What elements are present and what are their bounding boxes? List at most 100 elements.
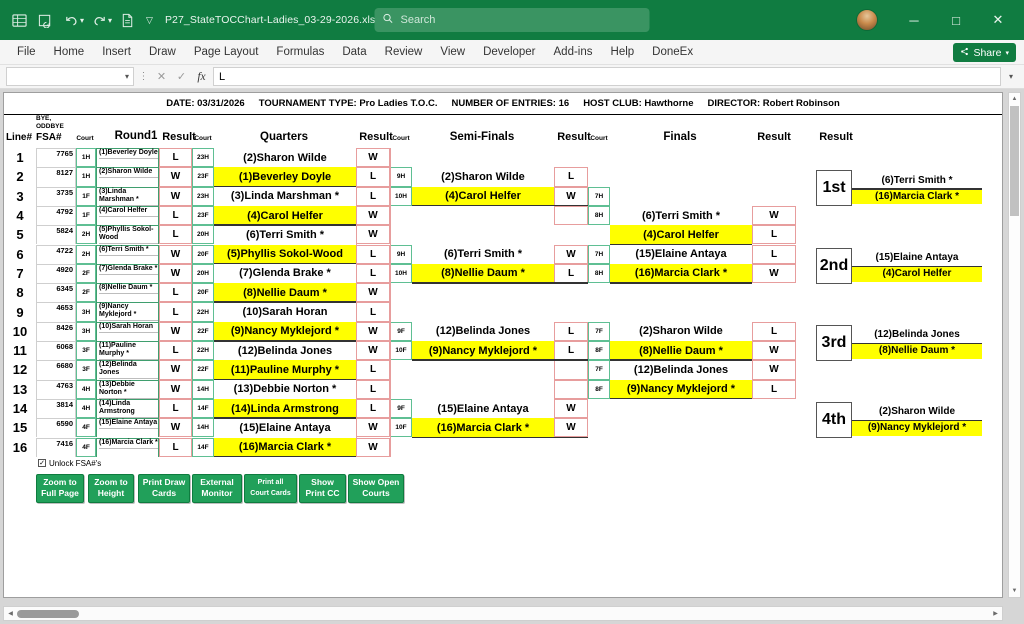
- search-box[interactable]: [374, 8, 650, 32]
- quarters-player[interactable]: (13)Debbie Norton *: [233, 383, 337, 396]
- placement-player-top[interactable]: (12)Belinda Jones: [874, 329, 960, 341]
- round1-player[interactable]: (9)Nancy Myklejord *: [96, 302, 159, 322]
- round1-court[interactable]: 3H: [76, 302, 96, 322]
- quarters-result[interactable]: W: [356, 321, 390, 341]
- round1-next-court[interactable]: 23H: [192, 148, 214, 168]
- semifinal-result-empty[interactable]: [554, 360, 588, 380]
- fsa-number[interactable]: 6068: [36, 341, 76, 361]
- vertical-scroll-thumb[interactable]: [1010, 106, 1019, 216]
- fsa-number[interactable]: 3814: [36, 398, 76, 419]
- round1-player[interactable]: (3)Linda Marshman *: [96, 186, 159, 206]
- quarters-player[interactable]: (8)Nellie Daum *: [214, 283, 356, 303]
- round1-result[interactable]: W: [159, 379, 192, 399]
- redo-icon[interactable]: [86, 7, 112, 33]
- round1-next-court[interactable]: 14F: [192, 398, 214, 419]
- tab-insert[interactable]: Insert: [102, 45, 131, 58]
- round1-player[interactable]: (2)Sharon Wilde: [96, 167, 159, 187]
- round1-result[interactable]: L: [159, 148, 192, 168]
- semifinal-player[interactable]: (4)Carol Helfer: [412, 186, 554, 206]
- round1-court[interactable]: 1F: [76, 186, 96, 206]
- final-player[interactable]: (12)Belinda Jones: [633, 363, 729, 376]
- round1-player[interactable]: (4)Carol Helfer: [96, 205, 159, 226]
- action-button[interactable]: Print all Court Cards: [244, 473, 297, 503]
- round1-next-court[interactable]: 23F: [192, 167, 214, 187]
- tab-doneex[interactable]: DoneEx: [652, 45, 694, 58]
- placement-player-bottom[interactable]: (16)Marcia Clark *: [852, 188, 982, 205]
- round1-player[interactable]: (11)Pauline Murphy *: [96, 341, 159, 361]
- quarters-result[interactable]: L: [356, 186, 390, 206]
- quarters-next-court[interactable]: 9F: [390, 321, 412, 341]
- tab-review[interactable]: Review: [384, 45, 423, 58]
- formula-bar-options-icon[interactable]: ⋮: [138, 71, 149, 82]
- round1-court[interactable]: 3H: [76, 321, 96, 341]
- tab-draw[interactable]: Draw: [148, 45, 176, 58]
- final-result[interactable]: L: [752, 321, 796, 341]
- fsa-number[interactable]: 4722: [36, 244, 76, 264]
- quarters-result[interactable]: L: [356, 302, 390, 322]
- quarters-next-court[interactable]: 10F: [390, 418, 412, 438]
- confirm-edit-icon[interactable]: ✓: [176, 71, 187, 83]
- horizontal-scroll-thumb[interactable]: [17, 610, 79, 618]
- round1-court[interactable]: 1H: [76, 167, 96, 187]
- quarters-result[interactable]: W: [356, 148, 390, 168]
- round1-court[interactable]: 3F: [76, 360, 96, 380]
- quarters-result[interactable]: W: [356, 205, 390, 226]
- round1-next-court[interactable]: 20H: [192, 263, 214, 284]
- insert-function-icon[interactable]: fx: [197, 70, 206, 83]
- round1-next-court[interactable]: 22F: [192, 321, 214, 341]
- round1-result[interactable]: L: [159, 437, 192, 457]
- semifinal-player[interactable]: (8)Nellie Daum *: [412, 263, 554, 284]
- semifinal-result[interactable]: L: [554, 263, 588, 284]
- semifinal-player[interactable]: (15)Elaine Antaya: [437, 402, 529, 415]
- round1-player[interactable]: (1)Beverley Doyle: [96, 148, 159, 168]
- round1-result[interactable]: L: [159, 302, 192, 322]
- round1-result[interactable]: W: [159, 418, 192, 438]
- semifinal-result-empty[interactable]: [554, 205, 588, 226]
- final-player[interactable]: (2)Sharon Wilde: [639, 325, 723, 338]
- quarters-player[interactable]: (11)Pauline Murphy *: [214, 360, 356, 380]
- quarters-result[interactable]: L: [356, 244, 390, 264]
- quarters-next-court[interactable]: 9H: [390, 244, 412, 264]
- action-button[interactable]: Zoom to Height: [88, 473, 134, 503]
- quarters-result[interactable]: W: [356, 341, 390, 361]
- round1-court[interactable]: 2F: [76, 283, 96, 303]
- semifinal-result[interactable]: W: [554, 244, 588, 264]
- final-player[interactable]: (4)Carol Helfer: [610, 225, 752, 245]
- fsa-number[interactable]: 6345: [36, 283, 76, 303]
- quarters-player[interactable]: (6)Terri Smith *: [245, 228, 325, 241]
- fsa-number[interactable]: 4763: [36, 379, 76, 399]
- expand-formula-bar-icon[interactable]: ▾: [1008, 72, 1013, 81]
- round1-result[interactable]: W: [159, 360, 192, 380]
- round1-result[interactable]: W: [159, 186, 192, 206]
- round1-player[interactable]: (12)Belinda Jones: [96, 360, 159, 380]
- round1-result[interactable]: W: [159, 321, 192, 341]
- round1-next-court[interactable]: 22H: [192, 302, 214, 322]
- round1-result[interactable]: L: [159, 341, 192, 361]
- final-result[interactable]: L: [752, 225, 796, 245]
- unlock-fsa-control[interactable]: ✓ Unlock FSA#'s: [38, 459, 101, 468]
- semifinal-next-court[interactable]: 8F: [588, 341, 610, 361]
- quarters-player[interactable]: (15)Elaine Antaya: [239, 421, 331, 434]
- round1-court[interactable]: 2F: [76, 263, 96, 284]
- semifinal-next-court[interactable]: 7H: [588, 186, 610, 206]
- semifinal-player[interactable]: (16)Marcia Clark *: [412, 418, 554, 438]
- avatar[interactable]: [856, 9, 878, 31]
- quarters-next-court[interactable]: 10F: [390, 341, 412, 361]
- quarters-next-court[interactable]: 10H: [390, 263, 412, 284]
- share-button[interactable]: Share ▾: [953, 43, 1016, 62]
- close-button[interactable]: ✕: [992, 12, 1004, 27]
- quarters-player[interactable]: (12)Belinda Jones: [237, 344, 333, 357]
- quarters-result[interactable]: W: [356, 283, 390, 303]
- semifinal-player[interactable]: (9)Nancy Myklejord *: [412, 341, 554, 361]
- tab-view[interactable]: View: [440, 45, 466, 58]
- semifinal-next-court[interactable]: 8F: [588, 379, 610, 399]
- placement-player-top[interactable]: (15)Elaine Antaya: [875, 252, 959, 263]
- semifinal-result[interactable]: W: [554, 398, 588, 419]
- round1-result[interactable]: L: [159, 283, 192, 303]
- round1-result[interactable]: W: [159, 244, 192, 264]
- semifinal-next-court[interactable]: 8H: [588, 205, 610, 226]
- quarters-next-court[interactable]: 9H: [390, 167, 412, 187]
- round1-court[interactable]: 4H: [76, 398, 96, 419]
- round1-player[interactable]: (5)Phyllis Sokol-Wood: [96, 225, 159, 245]
- round1-player[interactable]: (13)Debbie Norton *: [96, 379, 159, 399]
